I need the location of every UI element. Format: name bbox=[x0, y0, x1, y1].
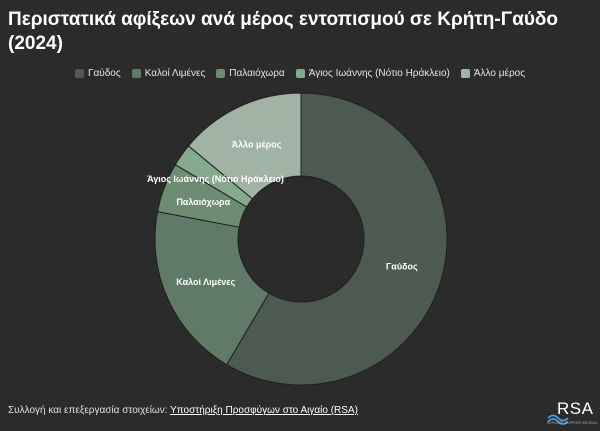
legend-item[interactable]: Παλαιόχωρα bbox=[216, 68, 285, 79]
legend-item[interactable]: Γαύδος bbox=[74, 68, 121, 79]
legend-swatch bbox=[295, 69, 305, 78]
legend-label: Γαύδος bbox=[87, 68, 121, 79]
legend-item[interactable]: Άγιος Ιωάννης (Νότιο Ηράκλειο) bbox=[295, 68, 450, 79]
donut-slice[interactable] bbox=[187, 92, 302, 200]
slice-label: Άλλο μέρος bbox=[232, 139, 282, 149]
slice-label: Καλοί Λιμένες bbox=[176, 277, 235, 287]
rsa-logo bbox=[547, 414, 569, 425]
footer-prefix: Συλλογή και επεξεργασία στοιχείων: bbox=[8, 405, 171, 416]
slice-label: Γαύδος bbox=[386, 262, 418, 272]
legend-label: Καλοί Λιμένες bbox=[144, 68, 206, 79]
legend-swatch bbox=[74, 69, 84, 78]
footer-credit: Συλλογή και επεξεργασία στοιχείων: Υποστ… bbox=[8, 405, 358, 416]
chart-title: Περιστατικά αφίξεων ανά μέρος εντοπισμού… bbox=[8, 9, 559, 54]
legend-swatch bbox=[131, 69, 141, 78]
legend-swatch bbox=[460, 69, 470, 78]
legend-label: Άλλο μέρος bbox=[473, 68, 526, 79]
legend-item[interactable]: Άλλο μέρος bbox=[460, 68, 526, 79]
chart-legend: Γαύδος Καλοί Λιμένες Παλαιόχωρα Άγιος Ιωάνν… bbox=[0, 68, 600, 79]
donut-slice[interactable] bbox=[225, 92, 448, 386]
legend-label: Παλαιόχωρα bbox=[229, 68, 285, 79]
legend-item[interactable]: Καλοί Λιμένες bbox=[131, 68, 206, 79]
donut-slice[interactable] bbox=[154, 211, 270, 366]
legend-label: Άγιος Ιωάννης (Νότιο Ηράκλειο) bbox=[308, 68, 450, 79]
legend-swatch bbox=[216, 69, 226, 78]
rsa-link[interactable]: Υποστήριξη Προσφύγων στο Αιγαίο (RSA) bbox=[170, 405, 358, 416]
logo-text: RSA bbox=[557, 399, 594, 418]
logo-subtitle: REFUGEE SUPPORT AEGEAN bbox=[546, 421, 598, 425]
slice-label: Άγιος Ιωάννης (Νότιο Ηράκλειο) bbox=[147, 174, 284, 184]
slice-label: Παλαιόχωρα bbox=[176, 197, 230, 207]
